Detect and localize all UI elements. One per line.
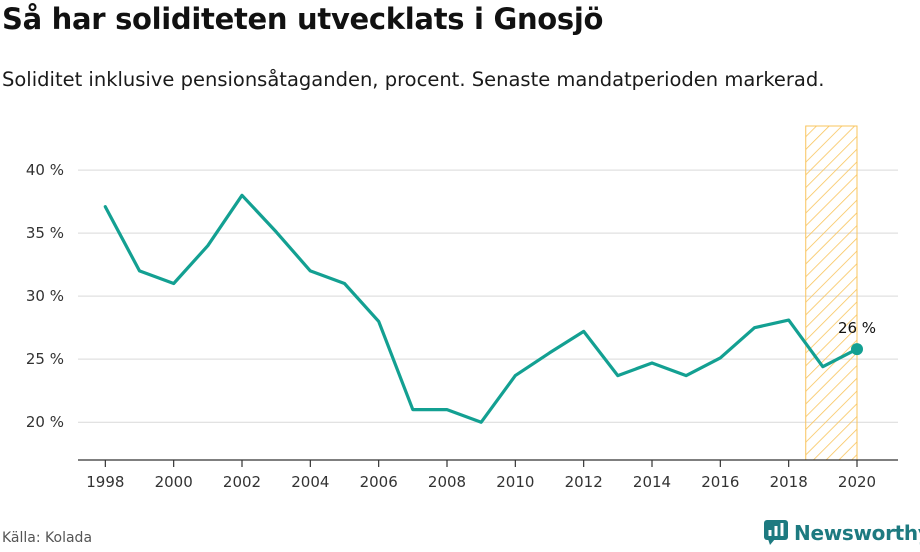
series-line <box>103 193 859 424</box>
line-chart: 1998 2000 2002 2004 2006 2008 2010 2012 2014 2016… <box>26 125 898 491</box>
y-tick-label: 40 % <box>26 161 64 179</box>
end-value-label: 26 % <box>838 319 876 337</box>
chart-title: Så har soliditeten utvecklats i Gnosjö <box>2 2 604 36</box>
series-soliditet: 26 % <box>103 193 876 424</box>
chart-subtitle: Soliditet inklusive pensionsåtaganden, p… <box>2 68 825 91</box>
y-tick-label: 30 % <box>26 287 64 305</box>
y-tick-label: 25 % <box>26 350 64 368</box>
x-tick-label: 2010 <box>496 473 534 491</box>
x-tick-label: 2016 <box>701 473 739 491</box>
x-tick-label: 1998 <box>86 473 124 491</box>
x-tick-label: 2008 <box>428 473 466 491</box>
x-tick-label: 2006 <box>360 473 398 491</box>
x-tick-label: 2004 <box>291 473 329 491</box>
x-axis: 1998 2000 2002 2004 2006 2008 2010 2012 2014 2016… <box>78 459 898 491</box>
brand: Newsworthy <box>764 520 920 546</box>
x-tick-label: 2002 <box>223 473 261 491</box>
x-tick-label: 2014 <box>633 473 671 491</box>
newsworthy-logo-icon <box>764 520 788 545</box>
end-point-marker <box>851 343 863 356</box>
y-tick-label: 35 % <box>26 224 64 242</box>
x-tick-label: 2000 <box>155 473 193 491</box>
highlight-band <box>805 125 858 461</box>
y-axis: 20 % 25 % 30 % 35 % 40 % <box>26 161 64 431</box>
x-tick-label: 2012 <box>565 473 603 491</box>
brand-name: Newsworthy <box>794 521 920 545</box>
y-tick-label: 20 % <box>26 413 64 431</box>
source-note: Källa: Kolada <box>2 530 93 546</box>
x-tick-label: 2020 <box>838 473 876 491</box>
gridlines <box>78 169 898 423</box>
mandate-period-highlight <box>805 125 858 461</box>
x-tick-label: 2018 <box>770 473 808 491</box>
